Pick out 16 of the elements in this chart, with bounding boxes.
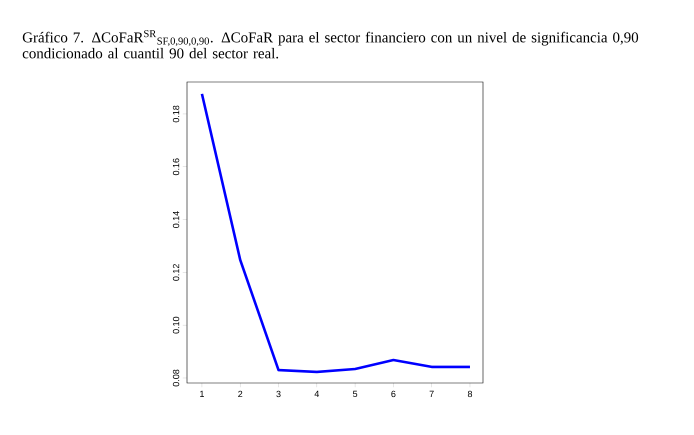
y-tick-label: 0.16 — [172, 158, 180, 176]
y-tick-label: 0.18 — [172, 106, 180, 122]
x-tick-label: 7 — [430, 390, 434, 397]
y-tick-label: 0.14 — [172, 211, 180, 228]
y-tick-label: 0.10 — [172, 316, 180, 334]
x-tick-label: 4 — [314, 390, 320, 397]
x-tick-label: 6 — [391, 390, 396, 398]
x-tick-label: 5 — [352, 390, 358, 398]
chart-title: Gráfico 7. ΔCoFaR$^{SR}$$_{SF,0,90,0,90}$. ΔCoFaR para el sector financiero con un nivel de significancia 0,90 condicionado al cuantil 90 del sector real. — [22, 30, 638, 58]
line-series — [200, 92, 472, 374]
x-tick-label: 1 — [200, 390, 204, 397]
y-tick-label: 0.08 — [172, 370, 180, 386]
x-tick-label: 3 — [276, 390, 281, 398]
y-tick-label: 0.12 — [172, 264, 180, 281]
x-tick-label: 2 — [238, 390, 242, 398]
x-tick-label: 8 — [468, 390, 472, 398]
